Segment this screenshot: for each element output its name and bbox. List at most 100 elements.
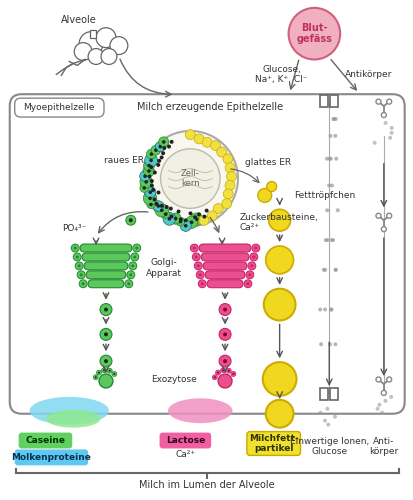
Text: Milch erzeugende Epithelzelle: Milch erzeugende Epithelzelle <box>137 102 282 112</box>
Circle shape <box>75 262 83 270</box>
Circle shape <box>162 146 166 150</box>
Circle shape <box>195 218 198 221</box>
Circle shape <box>126 271 135 279</box>
Circle shape <box>140 184 148 192</box>
Circle shape <box>101 368 106 372</box>
Circle shape <box>329 238 333 242</box>
Circle shape <box>127 282 130 285</box>
Circle shape <box>150 179 154 183</box>
Circle shape <box>147 169 150 173</box>
Circle shape <box>156 163 160 167</box>
Circle shape <box>375 377 380 382</box>
Circle shape <box>200 282 203 285</box>
Circle shape <box>96 28 116 48</box>
Circle shape <box>377 403 380 407</box>
Circle shape <box>76 256 78 258</box>
Ellipse shape <box>168 398 232 423</box>
Circle shape <box>322 418 326 422</box>
Circle shape <box>332 414 336 418</box>
Circle shape <box>333 117 337 121</box>
Circle shape <box>375 407 379 411</box>
Text: PO₄³⁻: PO₄³⁻ <box>62 224 86 232</box>
Text: Ca²⁺: Ca²⁺ <box>175 450 195 459</box>
Circle shape <box>98 372 100 374</box>
Text: Anti-
körper: Anti- körper <box>368 437 397 456</box>
Circle shape <box>262 362 296 396</box>
Circle shape <box>332 342 337 346</box>
Circle shape <box>232 373 234 375</box>
Circle shape <box>225 180 235 190</box>
Circle shape <box>100 355 112 367</box>
Circle shape <box>107 368 112 373</box>
Text: Zell-
kern: Zell- kern <box>180 169 199 188</box>
FancyBboxPatch shape <box>84 262 128 270</box>
Circle shape <box>154 148 157 152</box>
Circle shape <box>164 205 169 209</box>
Circle shape <box>323 268 326 272</box>
Circle shape <box>218 374 231 388</box>
Circle shape <box>169 140 173 144</box>
FancyBboxPatch shape <box>80 244 131 252</box>
Circle shape <box>146 149 156 159</box>
Circle shape <box>161 140 165 143</box>
Circle shape <box>375 214 380 218</box>
Circle shape <box>176 210 180 214</box>
Circle shape <box>223 359 226 363</box>
Circle shape <box>327 156 331 160</box>
Circle shape <box>142 186 146 190</box>
Circle shape <box>131 264 134 268</box>
Circle shape <box>139 171 150 181</box>
Circle shape <box>321 268 325 272</box>
Circle shape <box>196 271 204 279</box>
FancyBboxPatch shape <box>14 98 104 117</box>
Circle shape <box>142 131 237 226</box>
Circle shape <box>158 145 161 148</box>
Circle shape <box>153 200 163 211</box>
Text: Zuckerbausteine,
Ca²⁺: Zuckerbausteine, Ca²⁺ <box>240 212 318 232</box>
Circle shape <box>152 198 156 202</box>
Circle shape <box>100 328 112 340</box>
Circle shape <box>243 280 251 287</box>
Circle shape <box>71 244 79 252</box>
Circle shape <box>328 156 332 160</box>
Circle shape <box>185 216 197 228</box>
Circle shape <box>149 158 152 162</box>
Circle shape <box>88 48 104 64</box>
Circle shape <box>103 369 105 371</box>
Text: Blut-
gefäss: Blut- gefäss <box>296 23 332 44</box>
Circle shape <box>147 200 154 208</box>
Circle shape <box>197 212 201 216</box>
Circle shape <box>73 253 81 261</box>
Circle shape <box>149 165 153 169</box>
Circle shape <box>100 304 112 316</box>
Circle shape <box>265 400 293 427</box>
Circle shape <box>104 332 108 336</box>
Circle shape <box>195 256 197 258</box>
Circle shape <box>78 264 81 268</box>
Text: Molkenproteine: Molkenproteine <box>12 453 91 462</box>
Circle shape <box>333 268 337 272</box>
Circle shape <box>129 274 132 276</box>
Circle shape <box>110 36 128 54</box>
Circle shape <box>156 190 160 194</box>
Circle shape <box>328 134 332 138</box>
Circle shape <box>190 220 193 224</box>
Bar <box>90 30 96 38</box>
Circle shape <box>156 204 160 208</box>
Circle shape <box>147 174 151 178</box>
Circle shape <box>133 244 140 252</box>
Circle shape <box>104 308 108 312</box>
FancyBboxPatch shape <box>19 432 72 448</box>
Circle shape <box>79 280 87 287</box>
Circle shape <box>95 376 97 378</box>
Circle shape <box>389 131 393 135</box>
Circle shape <box>166 144 171 148</box>
Text: Caseine: Caseine <box>25 436 65 445</box>
Circle shape <box>192 253 200 261</box>
Circle shape <box>112 372 116 376</box>
Circle shape <box>386 214 391 218</box>
Circle shape <box>101 48 116 64</box>
Circle shape <box>81 282 84 285</box>
Circle shape <box>230 372 235 376</box>
Circle shape <box>185 130 195 140</box>
